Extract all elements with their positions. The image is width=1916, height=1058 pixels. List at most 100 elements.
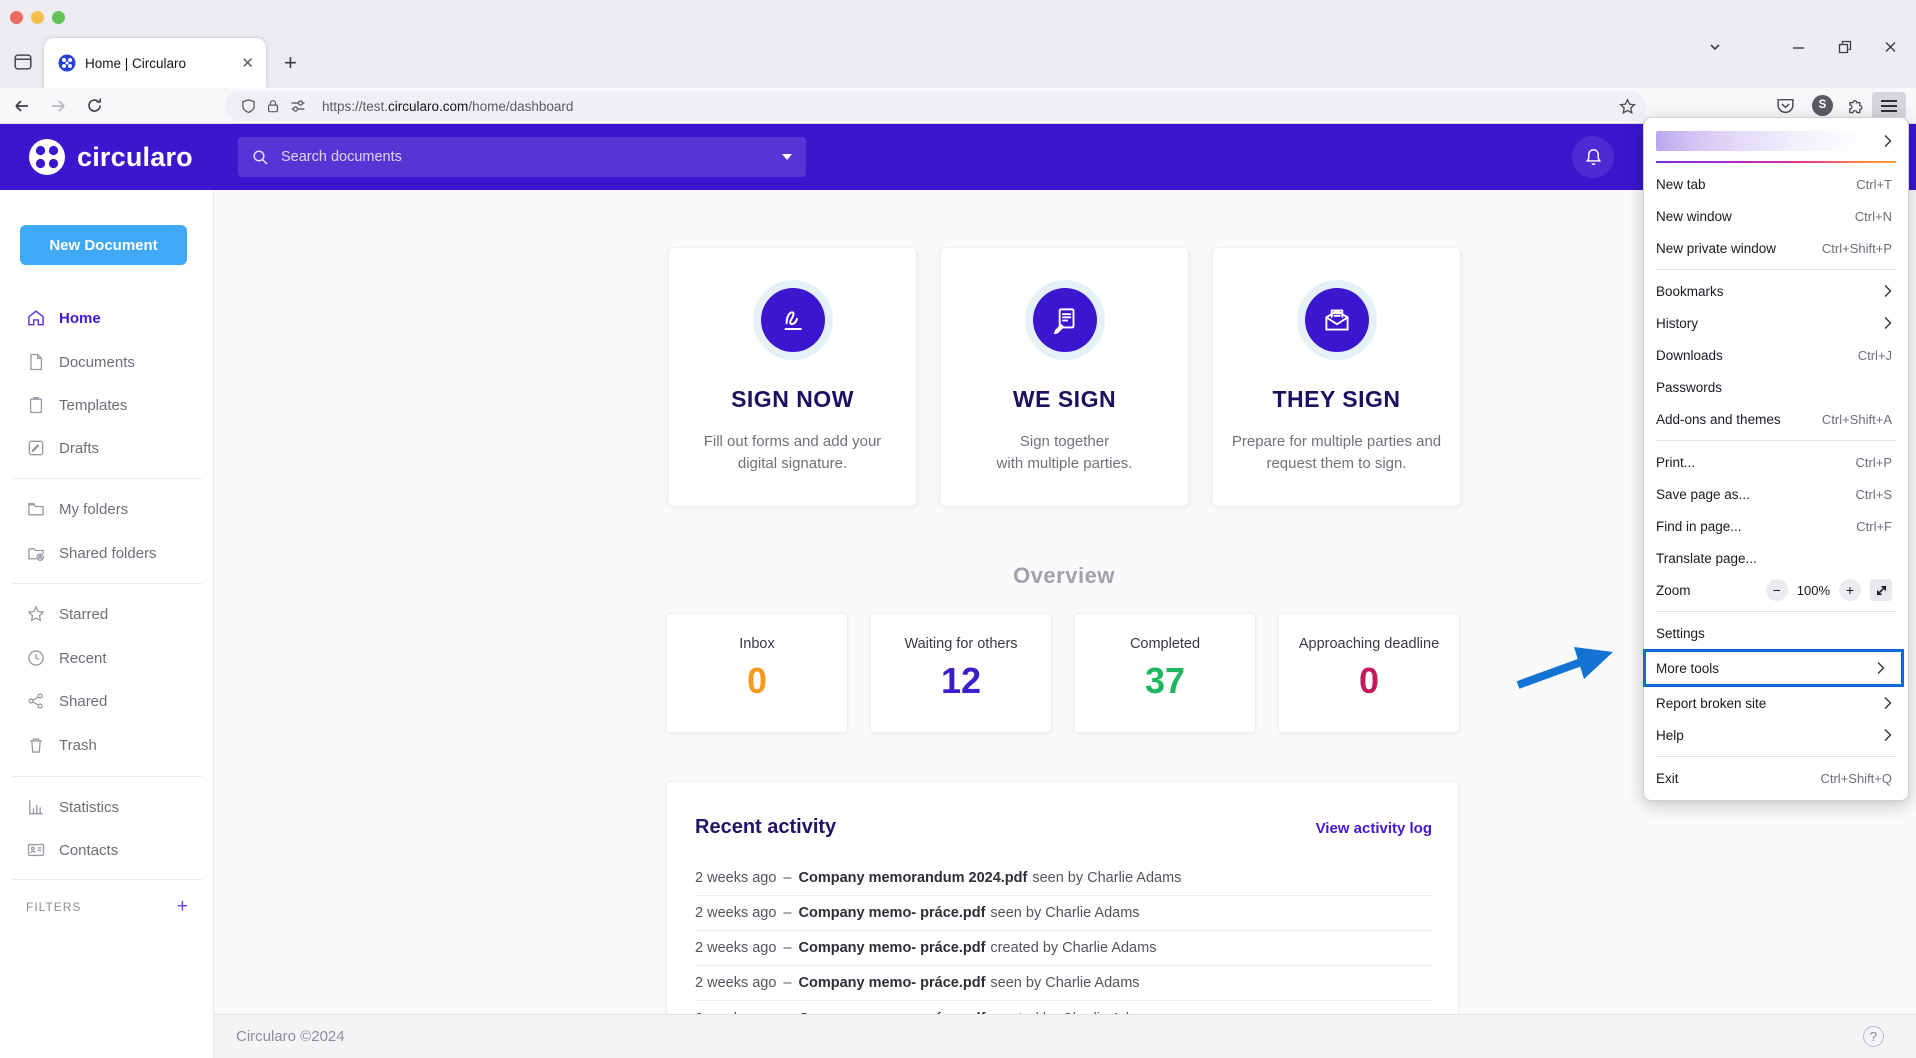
- sidebar-item-home[interactable]: Home: [0, 296, 213, 340]
- back-icon[interactable]: [13, 97, 31, 115]
- firefox-view-icon[interactable]: [12, 51, 34, 73]
- zoom-level[interactable]: 100%: [1796, 582, 1830, 598]
- sidebar-divider: [12, 879, 202, 880]
- sidebar-item-statistics[interactable]: Statistics: [0, 785, 213, 829]
- menu-item-sync-account[interactable]: [1644, 124, 1908, 158]
- activity-row[interactable]: 2 weeks ago – Company memo- práce.pdf seen …: [695, 896, 1432, 931]
- extension-s-badge[interactable]: S: [1812, 95, 1833, 116]
- restore-icon[interactable]: [1838, 40, 1852, 62]
- zoom-in-button[interactable]: +: [1839, 579, 1861, 601]
- help-icon[interactable]: ?: [1863, 1026, 1884, 1047]
- search-bar[interactable]: [238, 137, 806, 177]
- list-tabs-icon[interactable]: [1708, 40, 1722, 62]
- menu-item-downloads[interactable]: Downloads Ctrl+J: [1656, 347, 1892, 363]
- new-document-button[interactable]: New Document: [20, 225, 187, 265]
- notifications-button[interactable]: [1572, 136, 1614, 178]
- menu-item-save-page-as[interactable]: Save page as... Ctrl+S: [1656, 486, 1892, 502]
- url-bar[interactable]: https://test.circularo.com/home/dashboar…: [225, 91, 1646, 121]
- pocket-icon[interactable]: [1776, 96, 1795, 115]
- close-window-button[interactable]: [10, 11, 23, 24]
- sidebar-item-documents[interactable]: Documents: [0, 340, 213, 384]
- search-dropdown-caret-icon[interactable]: [782, 154, 792, 160]
- bookmark-star-icon[interactable]: [1619, 97, 1636, 115]
- app-header: circularo: [0, 124, 1916, 190]
- sidebar: New Document Home Documents Templates Dr…: [0, 190, 214, 1058]
- star-icon: [26, 604, 46, 624]
- bell-icon: [1585, 148, 1601, 165]
- stat-card-inbox[interactable]: Inbox 0: [666, 613, 848, 733]
- add-filter-icon[interactable]: +: [176, 896, 188, 917]
- menu-item-addons[interactable]: Add-ons and themes Ctrl+Shift+A: [1656, 411, 1892, 427]
- permissions-icon[interactable]: [290, 98, 306, 114]
- folder-icon: [26, 499, 46, 519]
- menu-item-new-tab[interactable]: New tab Ctrl+T: [1656, 176, 1892, 192]
- menu-divider: [1656, 756, 1896, 757]
- card-description: Sign together with multiple parties.: [996, 433, 1133, 472]
- sidebar-item-starred[interactable]: Starred: [0, 592, 213, 636]
- menu-item-print[interactable]: Print... Ctrl+P: [1656, 454, 1892, 470]
- fullscreen-icon[interactable]: [1870, 579, 1892, 601]
- activity-row[interactable]: 2 weeks ago – Company memo- práce.pdf seen …: [695, 966, 1432, 1001]
- stat-value: 12: [940, 660, 982, 701]
- new-tab-button[interactable]: +: [284, 50, 297, 75]
- clipboard-icon: [26, 395, 46, 415]
- zoom-window-button[interactable]: [52, 11, 65, 24]
- sidebar-item-templates[interactable]: Templates: [0, 383, 213, 427]
- chevron-right-icon: [1883, 696, 1892, 710]
- sidebar-item-drafts[interactable]: Drafts: [0, 426, 213, 470]
- we-sign-card[interactable]: WE SIGN Sign together with multiple parti…: [940, 247, 1189, 507]
- brand[interactable]: circularo: [28, 138, 193, 176]
- firefox-app-menu: New tab Ctrl+T New window Ctrl+N New priva…: [1643, 117, 1909, 801]
- browser-tab-strip: Home | Circularo ✕ +: [0, 0, 1916, 88]
- bar-chart-icon: [26, 797, 46, 817]
- sign-now-card[interactable]: SIGN NOW Fill out forms and add your digi…: [668, 247, 917, 507]
- minimize-icon[interactable]: [1792, 40, 1805, 62]
- reload-icon[interactable]: [86, 97, 103, 114]
- menu-item-help[interactable]: Help: [1644, 719, 1908, 751]
- activity-row[interactable]: 2 weeks ago – Company memorandum 2024.pdf s…: [695, 861, 1432, 896]
- menu-item-history[interactable]: History: [1644, 307, 1908, 339]
- menu-item-new-private-window[interactable]: New private window Ctrl+Shift+P: [1656, 240, 1892, 256]
- sidebar-divider: [12, 776, 202, 777]
- view-activity-log-link[interactable]: View activity log: [1315, 820, 1432, 837]
- sidebar-item-shared-folders[interactable]: Shared folders: [0, 531, 213, 575]
- sidebar-item-shared[interactable]: Shared: [0, 679, 213, 723]
- envelope-icon: [1304, 288, 1369, 352]
- clock-icon: [26, 648, 46, 668]
- shield-icon[interactable]: [241, 98, 256, 114]
- menu-item-settings[interactable]: Settings: [1656, 625, 1705, 641]
- stat-card-waiting[interactable]: Waiting for others 12: [870, 613, 1052, 733]
- sidebar-item-my-folders[interactable]: My folders: [0, 487, 213, 531]
- browser-tab[interactable]: Home | Circularo ✕: [44, 38, 266, 88]
- lock-icon[interactable]: [266, 98, 280, 114]
- extensions-puzzle-icon[interactable]: [1847, 96, 1866, 115]
- menu-item-bookmarks[interactable]: Bookmarks: [1644, 275, 1908, 307]
- close-icon[interactable]: [1884, 40, 1897, 62]
- document-icon: [26, 352, 46, 372]
- sidebar-item-contacts[interactable]: Contacts: [0, 828, 213, 872]
- zoom-out-button[interactable]: −: [1765, 579, 1788, 601]
- share-icon: [26, 691, 46, 711]
- sidebar-item-trash[interactable]: Trash: [0, 723, 213, 767]
- stat-card-deadline[interactable]: Approaching deadline 0: [1278, 613, 1460, 733]
- menu-item-exit[interactable]: Exit Ctrl+Shift+Q: [1656, 770, 1892, 786]
- tab-close-icon[interactable]: ✕: [241, 54, 254, 72]
- stat-value: 0: [1358, 660, 1380, 701]
- hamburger-menu-button[interactable]: [1872, 92, 1906, 120]
- menu-divider: [1656, 611, 1896, 612]
- sidebar-item-recent[interactable]: Recent: [0, 636, 213, 680]
- menu-item-new-window[interactable]: New window Ctrl+N: [1656, 208, 1892, 224]
- menu-item-translate-page[interactable]: Translate page...: [1656, 550, 1757, 566]
- menu-item-find-in-page[interactable]: Find in page... Ctrl+F: [1656, 518, 1892, 534]
- they-sign-card[interactable]: THEY SIGN Prepare for multiple parties a…: [1212, 247, 1461, 507]
- menu-item-report-broken-site[interactable]: Report broken site: [1644, 687, 1908, 719]
- menu-item-passwords[interactable]: Passwords: [1656, 379, 1723, 395]
- search-input[interactable]: [281, 149, 782, 165]
- forward-icon[interactable]: [49, 97, 67, 115]
- minimize-window-button[interactable]: [31, 11, 44, 24]
- stat-card-completed[interactable]: Completed 37: [1074, 613, 1256, 733]
- edit-icon: [26, 438, 46, 458]
- stat-label: Approaching deadline: [1298, 636, 1440, 652]
- menu-item-more-tools[interactable]: More tools: [1646, 652, 1901, 684]
